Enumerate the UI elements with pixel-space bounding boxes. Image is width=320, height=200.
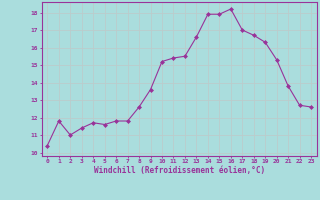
X-axis label: Windchill (Refroidissement éolien,°C): Windchill (Refroidissement éolien,°C)	[94, 166, 265, 175]
